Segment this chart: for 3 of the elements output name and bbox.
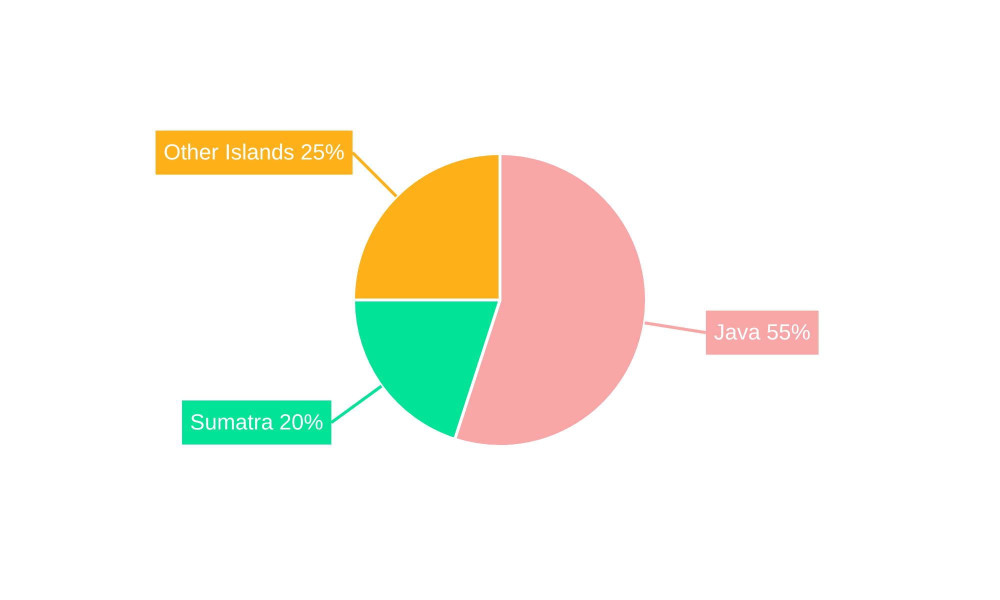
- slice-label: Sumatra 20%: [190, 410, 324, 435]
- slice-label: Java 55%: [714, 320, 811, 345]
- slice-label: Other Islands 25%: [164, 140, 345, 165]
